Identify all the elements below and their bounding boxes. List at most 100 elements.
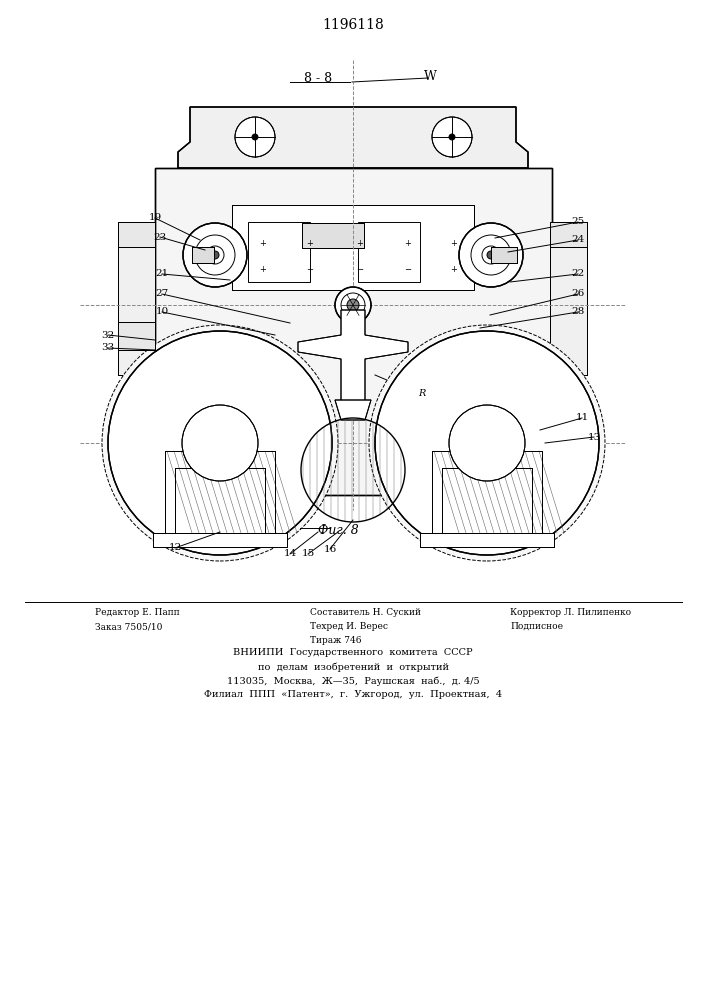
Bar xyxy=(302,223,364,248)
Bar xyxy=(302,223,364,248)
Circle shape xyxy=(235,117,275,157)
Text: +: + xyxy=(356,239,363,248)
Circle shape xyxy=(211,251,219,259)
Bar xyxy=(192,247,214,263)
Text: 12: 12 xyxy=(168,544,182,552)
Bar xyxy=(175,468,265,533)
Text: Подписное: Подписное xyxy=(510,622,563,631)
Text: −: − xyxy=(307,265,313,274)
Text: −: − xyxy=(356,265,363,274)
Bar xyxy=(118,222,155,247)
Bar xyxy=(432,451,542,533)
Text: +: + xyxy=(259,239,267,248)
Text: 13: 13 xyxy=(588,432,601,442)
Text: 25: 25 xyxy=(571,218,585,227)
Text: Филиал  ППП  «Патент»,  г.  Ужгород,  ул.  Проектная,  4: Филиал ППП «Патент», г. Ужгород, ул. Про… xyxy=(204,690,502,699)
Bar xyxy=(153,533,287,547)
Circle shape xyxy=(369,325,605,561)
Circle shape xyxy=(487,251,495,259)
Text: 19: 19 xyxy=(148,214,162,223)
Text: 113035,  Москва,  Ж—35,  Раушская  наб.,  д. 4/5: 113035, Москва, Ж—35, Раушская наб., д. … xyxy=(227,676,479,686)
Bar xyxy=(442,468,532,533)
Bar xyxy=(442,468,532,533)
Polygon shape xyxy=(298,310,408,409)
Text: 27: 27 xyxy=(156,290,169,298)
Circle shape xyxy=(459,223,523,287)
Text: 15: 15 xyxy=(301,550,315,558)
Text: +: + xyxy=(259,265,267,274)
Text: 24: 24 xyxy=(571,235,585,244)
Circle shape xyxy=(449,405,525,481)
Text: −: − xyxy=(404,265,411,274)
Bar xyxy=(232,205,474,290)
Text: 22: 22 xyxy=(571,269,585,278)
Bar xyxy=(432,451,542,533)
Bar xyxy=(165,451,275,533)
Bar xyxy=(165,451,275,533)
Text: 23: 23 xyxy=(153,232,167,241)
Circle shape xyxy=(102,325,338,561)
Text: 26: 26 xyxy=(571,290,585,298)
Bar xyxy=(550,240,587,375)
Text: по  делам  изобретений  и  открытий: по делам изобретений и открытий xyxy=(257,662,448,672)
Bar xyxy=(155,168,552,495)
Text: 28: 28 xyxy=(571,308,585,316)
Text: +: + xyxy=(450,265,457,274)
Circle shape xyxy=(347,299,359,311)
Text: Корректор Л. Пилипенко: Корректор Л. Пилипенко xyxy=(510,608,631,617)
Bar xyxy=(165,451,275,533)
Polygon shape xyxy=(335,400,371,420)
Polygon shape xyxy=(178,107,528,168)
Text: 8 - 8: 8 - 8 xyxy=(304,72,332,85)
Bar xyxy=(118,322,155,350)
Circle shape xyxy=(335,287,371,323)
Circle shape xyxy=(252,134,258,140)
Bar xyxy=(175,468,265,533)
Text: ВНИИПИ  Государственного  комитета  СССР: ВНИИПИ Государственного комитета СССР xyxy=(233,648,473,657)
Text: 10: 10 xyxy=(156,308,169,316)
Bar xyxy=(491,247,517,263)
Circle shape xyxy=(108,331,332,555)
Circle shape xyxy=(375,331,599,555)
Bar xyxy=(118,240,155,375)
Circle shape xyxy=(449,134,455,140)
Text: 14: 14 xyxy=(284,550,297,558)
Bar xyxy=(175,468,265,533)
Text: Редактор Е. Папп: Редактор Е. Папп xyxy=(95,608,180,617)
Text: 21: 21 xyxy=(156,269,169,278)
Text: 16: 16 xyxy=(323,544,337,554)
Text: Техред И. Верес: Техред И. Верес xyxy=(310,622,388,631)
Bar xyxy=(550,222,587,247)
Bar xyxy=(232,205,474,290)
Text: 33: 33 xyxy=(101,344,115,353)
Circle shape xyxy=(183,223,247,287)
Bar xyxy=(118,322,155,350)
Bar xyxy=(248,222,310,282)
Bar xyxy=(550,222,587,247)
Bar xyxy=(442,468,532,533)
Text: +: + xyxy=(450,239,457,248)
Bar xyxy=(153,533,287,547)
Text: Фиг. 8: Фиг. 8 xyxy=(317,524,358,536)
Bar xyxy=(550,240,587,375)
Bar xyxy=(358,222,420,282)
Bar xyxy=(192,247,214,263)
Text: Заказ 7505/10: Заказ 7505/10 xyxy=(95,622,163,631)
Text: 11: 11 xyxy=(575,414,589,422)
Text: R: R xyxy=(418,389,426,398)
Text: Составитель Н. Суский: Составитель Н. Суский xyxy=(310,608,421,617)
Text: +: + xyxy=(307,239,313,248)
Circle shape xyxy=(182,405,258,481)
Bar xyxy=(432,451,542,533)
Bar xyxy=(118,222,155,247)
Bar xyxy=(118,240,155,375)
Text: Тираж 746: Тираж 746 xyxy=(310,636,361,645)
Text: W: W xyxy=(423,70,436,83)
Circle shape xyxy=(432,117,472,157)
Text: 1196118: 1196118 xyxy=(322,18,384,32)
Bar xyxy=(420,533,554,547)
Bar xyxy=(420,533,554,547)
Bar xyxy=(491,247,517,263)
Bar xyxy=(155,168,552,495)
Text: +: + xyxy=(404,239,411,248)
